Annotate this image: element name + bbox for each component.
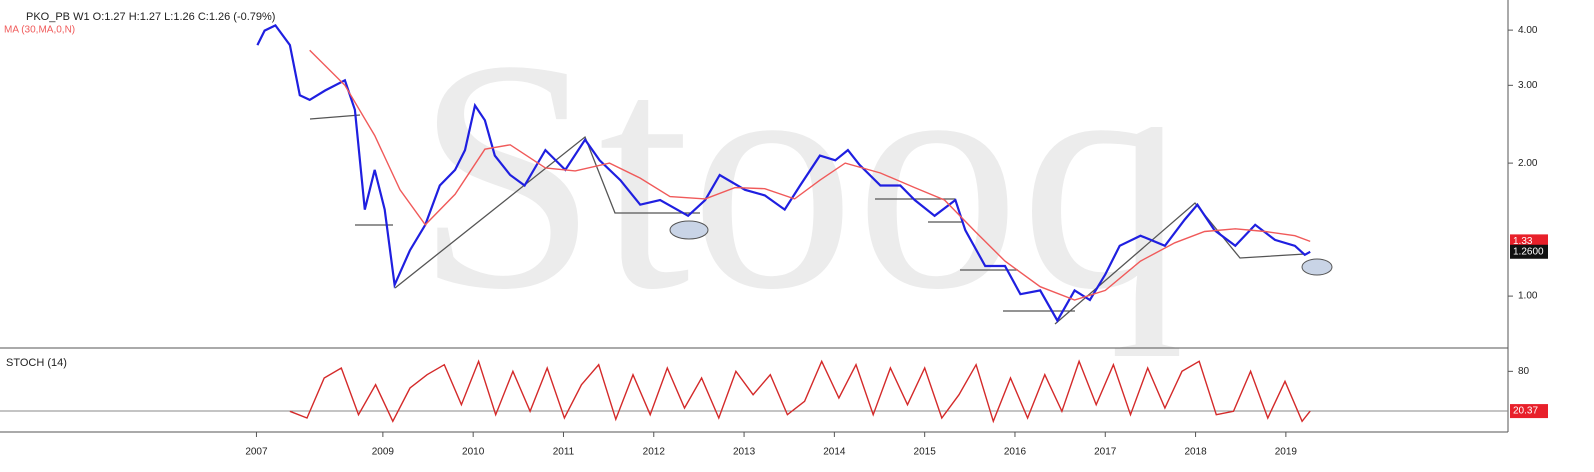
x-tick-label: 2019 — [1275, 447, 1298, 458]
last-value-label: 1.2600 — [1513, 246, 1544, 257]
x-tick-label: 2017 — [1094, 447, 1117, 458]
x-tick-label: 2007 — [245, 447, 268, 458]
y-tick-label: 80 — [1518, 366, 1530, 377]
panel-title: STOCH (14) — [6, 357, 67, 369]
legend-label: MA (30,MA,0,N) — [4, 25, 75, 36]
x-tick-label: 2012 — [643, 447, 666, 458]
x-tick-label: 2016 — [1004, 447, 1027, 458]
x-tick-label: 2010 — [462, 447, 485, 458]
x-tick-label: 2018 — [1184, 447, 1207, 458]
x-tick-label: 2009 — [372, 447, 395, 458]
y-tick-label: 1.00 — [1518, 291, 1538, 302]
x-tick-label: 2011 — [553, 447, 575, 458]
y-tick-label: 4.00 — [1518, 25, 1538, 36]
x-tick-label: 2015 — [914, 447, 937, 458]
last-value-box — [1510, 244, 1548, 259]
last-value-label: 1.33 — [1513, 236, 1533, 247]
x-tick-label: 2014 — [823, 447, 846, 458]
series-line — [309, 49, 1311, 301]
series-line — [256, 24, 1311, 323]
y-tick-label: 3.00 — [1518, 80, 1538, 91]
y-tick-label: 2.00 — [1518, 158, 1538, 169]
last-value-label: 20.37 — [1513, 406, 1538, 417]
series-line — [289, 359, 1311, 424]
chart-title: PKO_PB W1 O:1.27 H:1.27 L:1.26 C:1.26 (-… — [26, 11, 275, 23]
x-tick-label: 2013 — [733, 447, 756, 458]
last-value-box — [1510, 404, 1548, 419]
watermark: Stooq — [415, 0, 1185, 358]
